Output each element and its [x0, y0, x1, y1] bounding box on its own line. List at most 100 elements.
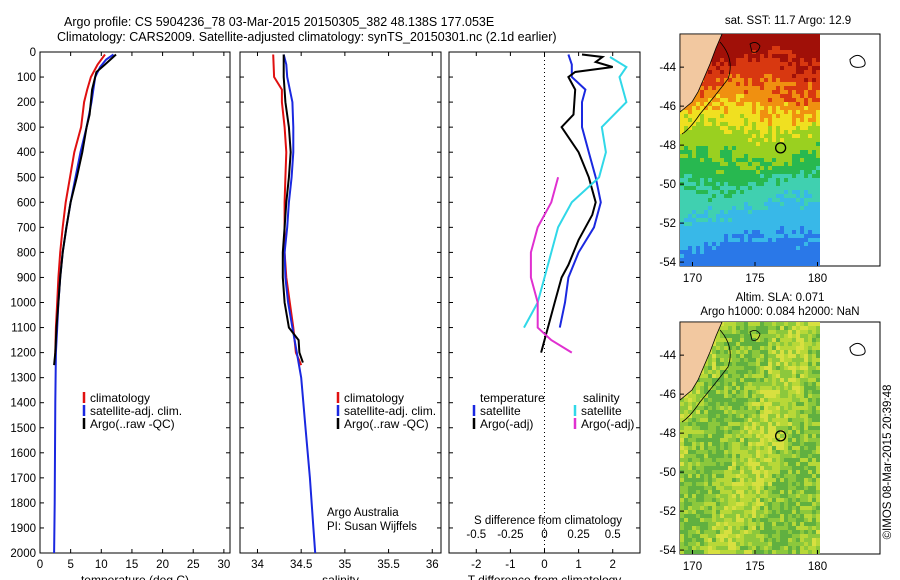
sst_map-cell: [756, 238, 760, 242]
sla_map-cell: [740, 550, 744, 554]
sst_map-cell: [728, 102, 732, 106]
sla_map-cell: [788, 514, 792, 518]
sst_map-cell: [760, 118, 764, 122]
sst_map-cell: [748, 46, 752, 50]
sst_map-contour: [681, 41, 731, 135]
sla_map-cell: [780, 514, 784, 518]
sla_map-cell: [800, 330, 804, 334]
sla_map-cell: [816, 426, 820, 430]
sst_map-cell: [720, 58, 724, 62]
sst_map-cell: [816, 82, 820, 86]
sla_map-cell: [764, 338, 768, 342]
sst_map-cell: [816, 190, 820, 194]
sla_map-cell: [732, 334, 736, 338]
sst_map-cell: [692, 254, 696, 258]
sla_map-cell: [724, 490, 728, 494]
sst_map-cell: [736, 74, 740, 78]
sla_map-cell: [736, 546, 740, 550]
sst_map-cell: [780, 86, 784, 90]
sla_map-cell: [760, 322, 764, 326]
sla_map-cell: [816, 362, 820, 366]
sst_map-cell: [696, 158, 700, 162]
sst_map-cell: [748, 234, 752, 238]
sla_map-cell: [696, 402, 700, 406]
sst_map-cell: [812, 254, 816, 258]
sst_map-cell: [768, 82, 772, 86]
sst_map-cell: [680, 146, 684, 150]
sla_map-cell: [708, 542, 712, 546]
sla_map-cell: [784, 526, 788, 530]
sla_map-cell: [700, 378, 704, 382]
sla_map-cell: [696, 470, 700, 474]
sla_map-cell: [688, 470, 692, 474]
sla_map-cell: [752, 546, 756, 550]
sst_map-cell: [772, 254, 776, 258]
sst_map-cell: [724, 58, 728, 62]
sst_map-cell: [748, 138, 752, 142]
sla_map-cell: [796, 454, 800, 458]
sst_map-cell: [776, 102, 780, 106]
sst_map-cell: [768, 194, 772, 198]
sst_map-cell: [760, 74, 764, 78]
sst_map-cell: [768, 90, 772, 94]
sst_map-cell: [760, 114, 764, 118]
sla_map-cell: [804, 546, 808, 550]
sst_map-cell: [708, 190, 712, 194]
sla_map-cell: [780, 506, 784, 510]
sla_map-cell: [772, 450, 776, 454]
sst_map-cell: [816, 174, 820, 178]
sla_map-cell: [772, 430, 776, 434]
sst_map-cell: [796, 74, 800, 78]
sla_map-cell: [728, 374, 732, 378]
sla_map-cell: [744, 470, 748, 474]
sla_map-cell: [712, 466, 716, 470]
sla_map-cell: [748, 462, 752, 466]
sst_map-cell: [804, 78, 808, 82]
sla_map-cell: [704, 406, 708, 410]
sla_map-cell: [812, 410, 816, 414]
sst_map-cell: [700, 86, 704, 90]
sla_map-cell: [752, 506, 756, 510]
sla_map-cell: [716, 362, 720, 366]
sst_map-cell: [716, 254, 720, 258]
sla_map-cell: [768, 446, 772, 450]
sla_map-cell: [780, 370, 784, 374]
sst_map-cell: [756, 194, 760, 198]
sla_map-cell: [800, 322, 804, 326]
sla_map-cell: [736, 534, 740, 538]
sla_map-cell: [788, 546, 792, 550]
sst_map-cell: [800, 70, 804, 74]
sst_map-cell: [776, 214, 780, 218]
sst_map-cell: [792, 202, 796, 206]
temperature_profile-ytick-label: 1600: [10, 448, 36, 460]
sst_map-cell: [760, 158, 764, 162]
sst_map-cell: [764, 162, 768, 166]
sla_map-cell: [764, 326, 768, 330]
sst_map-cell: [780, 142, 784, 146]
sst_map-cell: [704, 218, 708, 222]
sla_map-cell: [764, 434, 768, 438]
sst_map-cell: [796, 110, 800, 114]
sla_map-cell: [692, 458, 696, 462]
sst_map-cell: [748, 134, 752, 138]
sst_map-cell: [708, 110, 712, 114]
sst_map-cell: [756, 34, 760, 38]
sla_map-cell: [772, 426, 776, 430]
sst_map-cell: [764, 114, 768, 118]
sst_map-cell: [736, 78, 740, 82]
sst_map-cell: [784, 42, 788, 46]
sla_map-cell: [812, 430, 816, 434]
sst_map-cell: [788, 142, 792, 146]
sst_map-cell: [724, 262, 728, 266]
sla_map-cell: [740, 446, 744, 450]
sla_map-cell: [716, 482, 720, 486]
sla_map-cell: [688, 494, 692, 498]
sla_map-cell: [700, 374, 704, 378]
sst_map-cell: [776, 54, 780, 58]
sla_map-cell: [728, 466, 732, 470]
sst_map-cell: [720, 194, 724, 198]
sla_map-cell: [708, 514, 712, 518]
sla_map-cell: [768, 394, 772, 398]
sla_map-cell: [812, 522, 816, 526]
sla_map-cell: [768, 518, 772, 522]
